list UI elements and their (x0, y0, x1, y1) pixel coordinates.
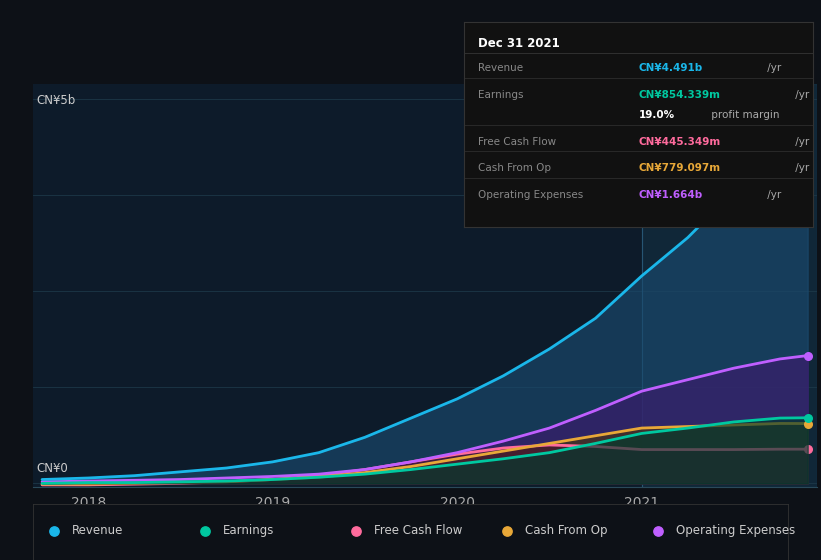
Text: Free Cash Flow: Free Cash Flow (478, 137, 556, 147)
Text: Earnings: Earnings (223, 524, 274, 538)
Text: /yr: /yr (791, 164, 810, 174)
Bar (642, 84, 817, 487)
Point (801, 413, 814, 422)
Point (801, 419, 814, 428)
Text: CN¥1.664b: CN¥1.664b (639, 190, 703, 200)
Text: Operating Expenses: Operating Expenses (478, 190, 583, 200)
Point (801, 445, 814, 454)
Text: Revenue: Revenue (478, 63, 523, 73)
Text: /yr: /yr (764, 190, 782, 200)
Text: CN¥5b: CN¥5b (37, 94, 76, 107)
Text: CN¥779.097m: CN¥779.097m (639, 164, 721, 174)
Text: Dec 31 2021: Dec 31 2021 (478, 37, 560, 50)
Point (199, 526, 212, 535)
Text: Earnings: Earnings (478, 90, 523, 100)
Text: Free Cash Flow: Free Cash Flow (374, 524, 462, 538)
Text: CN¥4.491b: CN¥4.491b (639, 63, 703, 73)
Text: CN¥854.339m: CN¥854.339m (639, 90, 720, 100)
Point (350, 526, 363, 535)
Point (801, 134, 814, 143)
Point (801, 351, 814, 360)
Point (48, 526, 61, 535)
Text: profit margin: profit margin (708, 110, 780, 120)
Point (652, 526, 665, 535)
Text: CN¥445.349m: CN¥445.349m (639, 137, 721, 147)
Text: Operating Expenses: Operating Expenses (677, 524, 796, 538)
Text: /yr: /yr (791, 137, 810, 147)
Text: Cash From Op: Cash From Op (525, 524, 608, 538)
Text: /yr: /yr (764, 63, 782, 73)
Text: 19.0%: 19.0% (639, 110, 675, 120)
Text: CN¥0: CN¥0 (37, 462, 68, 475)
Point (501, 526, 514, 535)
Text: Cash From Op: Cash From Op (478, 164, 551, 174)
Text: /yr: /yr (791, 90, 810, 100)
Text: Revenue: Revenue (72, 524, 123, 538)
